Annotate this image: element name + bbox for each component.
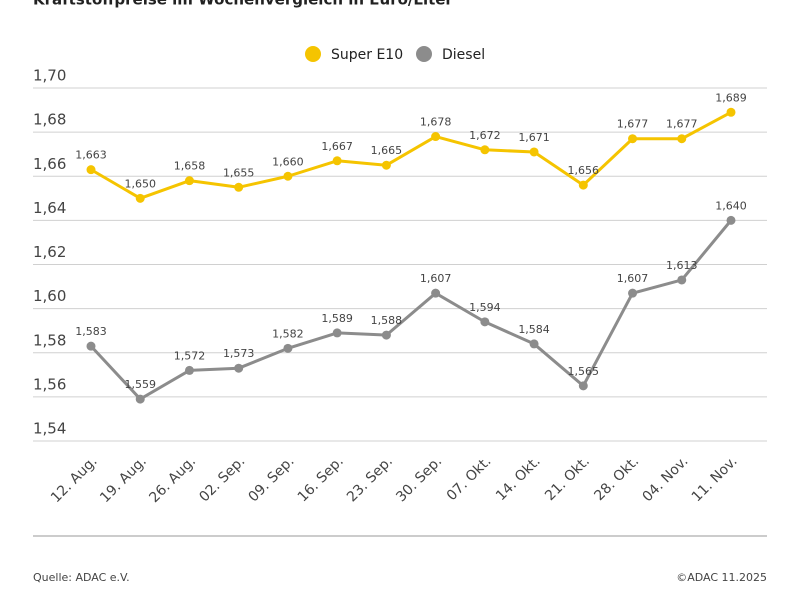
x-tick-label: 26. Aug. [146, 453, 199, 506]
data-point [726, 107, 736, 117]
data-label: 1,588 [371, 314, 403, 327]
y-tick-label: 1,62 [33, 243, 66, 261]
x-tick-label: 07. Okt. [444, 453, 495, 504]
data-point [234, 363, 244, 373]
data-label: 1,665 [371, 144, 403, 157]
legend-swatch [416, 46, 432, 62]
x-tick-label: 14. Okt. [493, 453, 544, 504]
data-label: 1,689 [715, 91, 747, 104]
data-label: 1,658 [174, 160, 206, 173]
data-label: 1,640 [715, 199, 747, 212]
data-point [86, 165, 96, 175]
data-label: 1,650 [124, 177, 156, 190]
y-tick-label: 1,64 [33, 199, 66, 217]
data-label: 1,559 [124, 378, 156, 391]
data-point [86, 341, 96, 351]
data-label: 1,582 [272, 327, 304, 340]
data-point [283, 171, 293, 181]
chart-title: Kraftstoffpreise im Wochenvergleich in E… [33, 0, 453, 9]
x-tick-label: 23. Sep. [344, 453, 396, 505]
y-tick-label: 1,70 [33, 67, 66, 85]
y-tick-label: 1,66 [33, 155, 66, 173]
data-point [480, 145, 490, 155]
data-point [578, 381, 588, 391]
data-label: 1,613 [666, 259, 698, 272]
data-label: 1,565 [568, 365, 600, 378]
x-tick-label: 04. Nov. [640, 453, 692, 505]
x-tick-label: 02. Sep. [196, 453, 248, 505]
data-label: 1,573 [223, 347, 255, 360]
data-label: 1,678 [420, 116, 452, 129]
y-tick-label: 1,68 [33, 111, 66, 129]
data-point [578, 180, 588, 190]
data-point [332, 156, 342, 166]
data-point [480, 317, 490, 327]
x-tick-label: 12. Aug. [48, 453, 101, 506]
x-tick-label: 28. Okt. [591, 453, 642, 504]
data-point [726, 215, 736, 225]
data-label: 1,663 [75, 149, 107, 162]
data-label: 1,667 [321, 140, 353, 153]
y-tick-label: 1,60 [33, 287, 66, 305]
data-point [431, 132, 441, 142]
data-point [381, 330, 391, 340]
data-label: 1,607 [420, 272, 452, 285]
data-label: 1,672 [469, 129, 501, 142]
x-tick-label: 16. Sep. [295, 453, 347, 505]
data-point [135, 394, 145, 404]
data-point [431, 288, 441, 298]
copyright: ©ADAC 11.2025 [676, 571, 767, 584]
data-label: 1,671 [518, 131, 550, 144]
y-tick-label: 1,54 [33, 420, 66, 438]
data-label: 1,584 [518, 323, 550, 336]
data-point [529, 147, 539, 157]
data-point [381, 160, 391, 170]
legend-label: Super E10 [331, 47, 403, 63]
data-point [628, 134, 638, 144]
y-tick-label: 1,56 [33, 375, 66, 393]
x-tick-label: 21. Okt. [542, 453, 593, 504]
data-label: 1,594 [469, 301, 501, 314]
data-label: 1,607 [617, 272, 649, 285]
y-tick-label: 1,58 [33, 331, 66, 349]
data-point [332, 328, 342, 338]
data-label: 1,660 [272, 155, 304, 168]
data-point [529, 339, 539, 349]
data-point [184, 176, 194, 186]
data-point [234, 182, 244, 192]
legend-swatch [305, 46, 321, 62]
data-label: 1,589 [321, 312, 353, 325]
x-tick-label: 19. Aug. [97, 453, 150, 506]
data-label: 1,677 [666, 118, 698, 131]
data-label: 1,583 [75, 325, 107, 338]
x-tick-label: 11. Nov. [689, 453, 741, 505]
x-tick-label: 09. Sep. [246, 453, 298, 505]
data-label: 1,656 [568, 164, 600, 177]
x-tick-label: 30. Sep. [393, 453, 445, 505]
series-line [89, 219, 733, 401]
series-line [90, 110, 732, 200]
data-point [184, 365, 194, 375]
data-point [283, 343, 293, 353]
source: Quelle: ADAC e.V. [33, 571, 130, 584]
data-label: 1,572 [174, 349, 206, 362]
data-label: 1,655 [223, 166, 255, 179]
data-point [677, 275, 687, 285]
data-label: 1,677 [617, 118, 649, 131]
data-point [677, 134, 687, 144]
legend-label: Diesel [442, 47, 485, 63]
data-point [135, 193, 145, 203]
data-point [628, 288, 638, 298]
